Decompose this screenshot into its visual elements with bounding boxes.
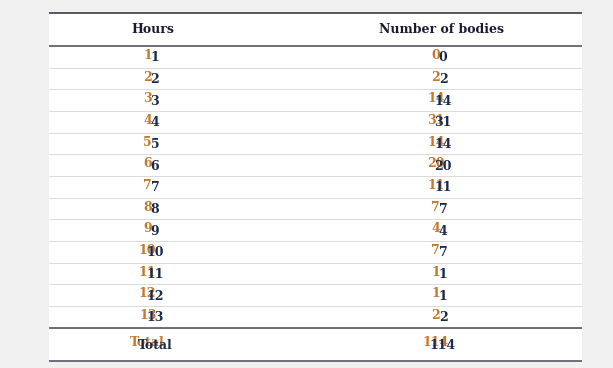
Text: 114: 114: [430, 339, 456, 351]
Text: Total: Total: [131, 336, 165, 349]
Text: 7: 7: [439, 203, 447, 216]
Text: 0: 0: [439, 51, 447, 64]
Text: 9: 9: [143, 222, 152, 235]
Text: 11: 11: [434, 181, 452, 194]
Text: 114: 114: [423, 336, 449, 349]
Text: 4: 4: [151, 116, 159, 129]
Text: 7: 7: [151, 181, 159, 194]
Text: 2: 2: [439, 311, 447, 324]
Text: 4: 4: [439, 224, 447, 238]
Text: 7: 7: [432, 244, 440, 257]
Text: Hours: Hours: [132, 23, 175, 36]
Text: 1: 1: [439, 290, 447, 302]
Text: 7: 7: [439, 246, 447, 259]
Text: 8: 8: [151, 203, 159, 216]
Text: 10: 10: [139, 244, 156, 257]
Text: Number of bodies: Number of bodies: [379, 23, 504, 36]
Text: 13: 13: [139, 309, 156, 322]
Text: 13: 13: [147, 311, 164, 324]
Text: 6: 6: [151, 160, 159, 173]
Text: 4: 4: [143, 114, 152, 127]
Text: 12: 12: [146, 290, 164, 302]
Text: 14: 14: [434, 95, 452, 107]
Text: 1: 1: [143, 49, 152, 62]
Text: 11: 11: [139, 266, 156, 279]
Text: Total: Total: [137, 339, 172, 351]
Text: 2: 2: [439, 73, 447, 86]
Text: 20: 20: [427, 157, 444, 170]
Text: 11: 11: [427, 179, 444, 192]
Text: 2: 2: [143, 71, 152, 84]
Text: 14: 14: [434, 138, 452, 151]
Text: 1: 1: [439, 268, 447, 281]
Text: 2: 2: [151, 73, 159, 86]
Text: 2: 2: [432, 71, 440, 84]
Text: 14: 14: [427, 136, 444, 149]
Text: 14: 14: [427, 92, 444, 105]
Text: 3: 3: [151, 95, 159, 107]
Text: 11: 11: [146, 268, 164, 281]
Text: 31: 31: [427, 114, 444, 127]
Text: 5: 5: [151, 138, 159, 151]
Text: 5: 5: [143, 136, 152, 149]
Text: 12: 12: [139, 287, 156, 300]
Text: 6: 6: [143, 157, 152, 170]
Text: 4: 4: [432, 222, 440, 235]
Text: 10: 10: [146, 246, 164, 259]
Text: 1: 1: [151, 51, 159, 64]
Text: 31: 31: [435, 116, 452, 129]
Text: 1: 1: [432, 287, 440, 300]
Text: 7: 7: [143, 179, 152, 192]
Text: 1: 1: [432, 266, 440, 279]
Text: 2: 2: [432, 309, 440, 322]
Text: 20: 20: [434, 160, 452, 173]
Text: 8: 8: [143, 201, 152, 213]
Text: 7: 7: [432, 201, 440, 213]
Text: 0: 0: [432, 49, 440, 62]
FancyBboxPatch shape: [49, 13, 582, 361]
Text: 9: 9: [151, 224, 159, 238]
Text: 3: 3: [143, 92, 152, 105]
